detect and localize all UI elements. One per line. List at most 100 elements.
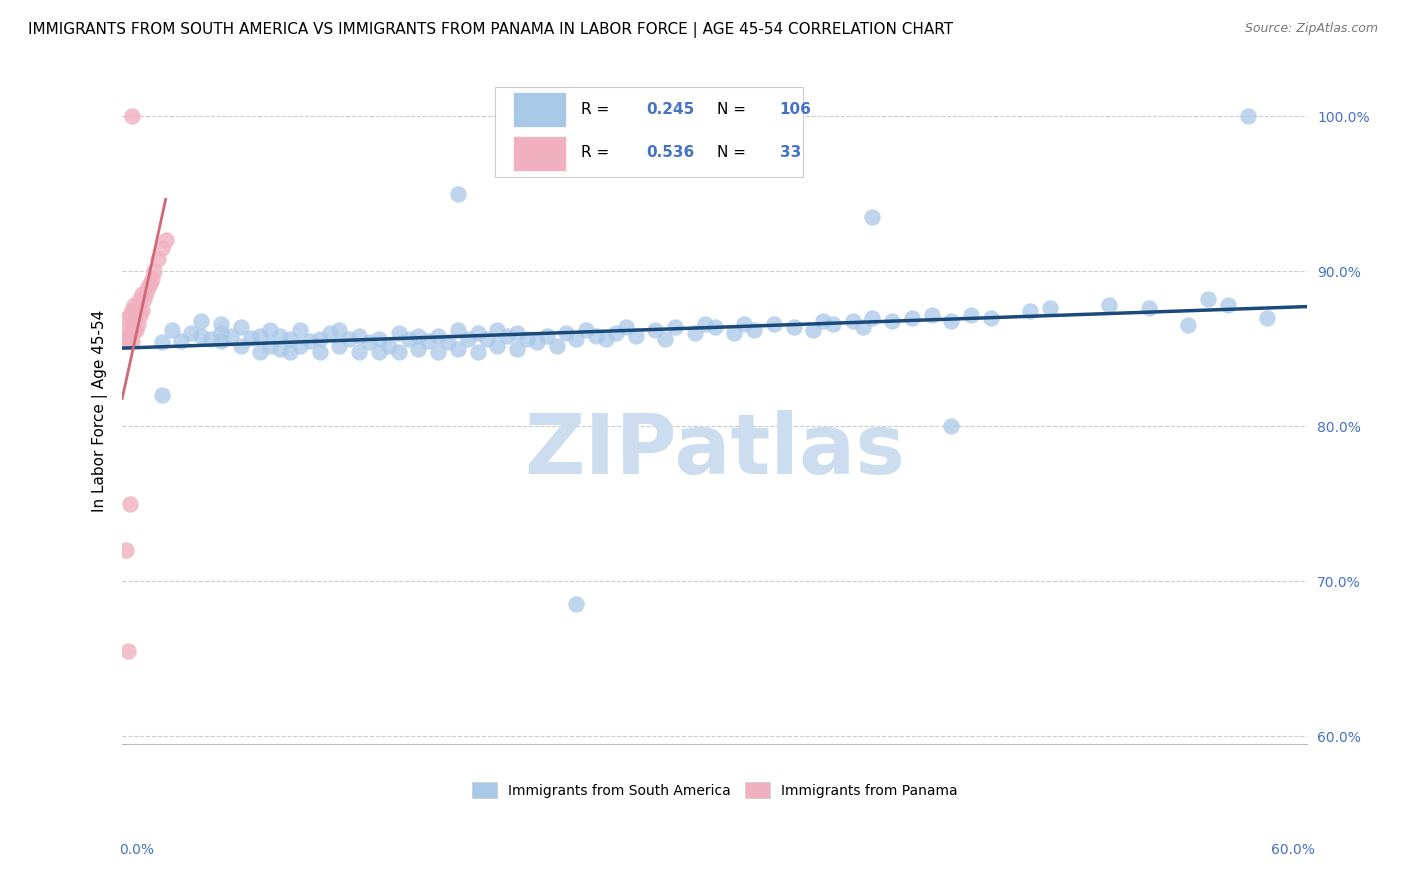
Point [269,342,291,356]
Point [762,317,785,331]
Point [367,332,389,346]
Point [388,326,411,341]
Point [693,317,716,331]
Point [408,329,430,343]
Point [801,323,824,337]
FancyBboxPatch shape [513,136,567,170]
Point [427,344,450,359]
Point [115,332,138,346]
Point [121,334,143,348]
Point [278,344,301,359]
Point [1256,310,1278,325]
Point [447,323,470,337]
Point [150,388,173,402]
Point [852,320,875,334]
Point [398,332,420,346]
Point [565,598,588,612]
Point [115,323,138,337]
Y-axis label: In Labor Force | Age 45-54: In Labor Force | Age 45-54 [93,310,108,512]
Point [1216,298,1239,312]
Point [644,323,666,337]
Point [575,323,598,337]
Point [486,323,509,337]
Point [782,320,804,334]
Point [125,323,148,337]
Point [723,326,745,341]
Point [703,320,725,334]
Point [150,335,173,350]
Point [160,323,183,337]
Point [347,344,370,359]
Text: N =: N = [717,103,751,117]
Point [129,292,152,306]
Point [457,332,479,346]
Text: R =: R = [581,103,614,117]
Point [1137,301,1160,316]
Text: IMMIGRANTS FROM SOUTH AMERICA VS IMMIGRANTS FROM PANAMA IN LABOR FORCE | AGE 45-: IMMIGRANTS FROM SOUTH AMERICA VS IMMIGRA… [28,22,953,38]
Point [941,419,963,434]
Point [229,338,252,352]
Point [298,334,321,348]
Point [127,298,149,312]
Point [121,302,143,317]
FancyBboxPatch shape [495,87,803,178]
Point [135,285,157,300]
Text: 0.0%: 0.0% [120,843,155,857]
Point [357,335,380,350]
Point [1039,301,1062,316]
Point [337,332,360,346]
Point [288,323,311,337]
Point [605,326,627,341]
Point [120,308,142,322]
Point [960,308,983,322]
Point [308,332,330,346]
Point [127,317,149,331]
Text: 0.536: 0.536 [645,145,695,161]
Point [347,329,370,343]
Point [842,314,865,328]
Point [121,109,143,123]
Point [122,308,145,322]
Point [506,326,529,341]
Point [733,317,755,331]
Text: R =: R = [581,145,614,161]
Point [190,314,212,328]
Point [249,329,271,343]
Point [486,338,509,352]
Point [122,298,145,312]
Point [614,320,637,334]
Point [308,344,330,359]
Point [141,272,163,286]
Point [506,342,529,356]
Point [117,644,139,658]
Point [496,329,519,343]
Point [180,326,202,341]
Text: N =: N = [717,145,751,161]
Point [122,323,145,337]
Point [447,186,470,201]
Point [742,323,765,337]
Point [388,344,411,359]
Point [921,308,943,322]
Point [117,334,139,348]
Point [526,335,548,350]
Point [120,326,142,341]
Point [418,334,440,348]
Point [821,317,844,331]
Point [117,310,139,325]
Point [146,252,169,266]
Point [136,279,159,293]
Point [155,233,177,247]
Point [269,329,291,343]
Text: 33: 33 [780,145,801,161]
Point [200,332,222,346]
Point [115,543,138,558]
Point [683,326,706,341]
Text: 60.0%: 60.0% [1271,843,1315,857]
Point [131,302,153,317]
Point [139,277,162,291]
Point [131,287,153,301]
FancyBboxPatch shape [513,93,567,127]
Point [664,320,686,334]
Point [318,326,340,341]
